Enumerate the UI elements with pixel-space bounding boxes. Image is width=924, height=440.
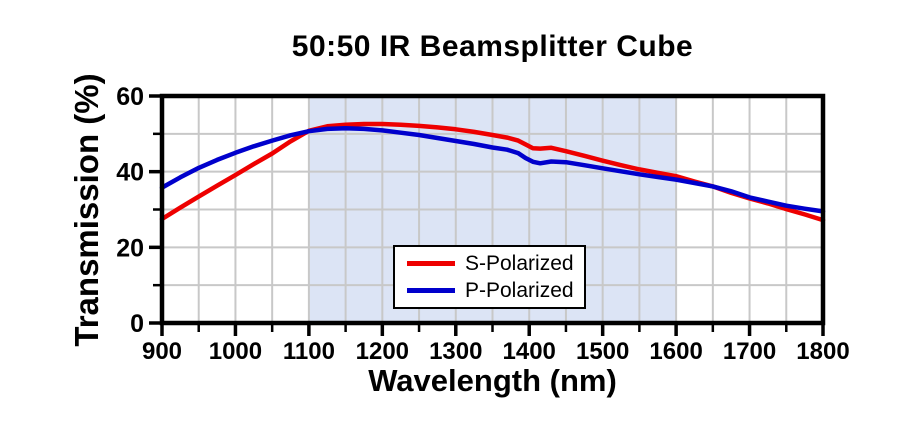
y-tick-label: 40 [116,159,144,187]
y-tick-label: 20 [116,234,144,262]
chart-title: 50:50 IR Beamsplitter Cube [291,30,694,63]
x-tick-label: 1400 [503,338,556,365]
x-tick-label: 900 [142,338,182,365]
legend-box: S-Polarized P-Polarized [393,245,586,309]
legend-entry-p-polarized: P-Polarized [407,279,584,302]
x-tick-label: 1700 [723,338,776,365]
legend-label: S-Polarized [465,251,574,275]
y-tick-label: 60 [116,83,144,111]
x-tick-label: 1000 [209,338,262,365]
x-tick-label: 1100 [283,338,335,365]
x-axis-label: Wavelength (nm) [368,363,617,398]
x-tick-label: 1500 [576,338,629,365]
p-polarized-line-swatch [407,288,455,294]
x-tick-label: 1200 [356,338,409,365]
x-tick-label: 1800 [796,338,849,365]
x-tick-label: 1600 [649,338,702,365]
s-polarized-line-swatch [407,260,455,266]
y-axis-label: Transmission (%) [68,73,105,347]
curve-p-polarized [159,125,826,214]
y-tick-label: 0 [130,310,144,338]
legend-entry-s-polarized: S-Polarized [407,252,584,275]
legend-label: P-Polarized [465,279,574,302]
x-tick-label: 1300 [429,338,482,365]
axes-frame [159,93,826,326]
